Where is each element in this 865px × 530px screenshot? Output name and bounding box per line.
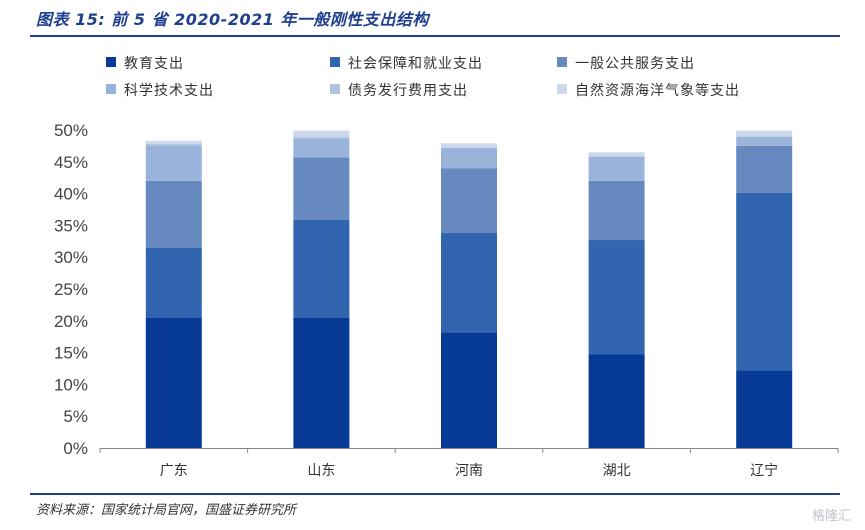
bar-segment [293,219,350,318]
y-tick-label: 40% [54,185,88,204]
bar-segment [145,247,202,318]
bar-segment [145,180,202,248]
bar-segment [293,130,350,137]
y-tick-label: 15% [54,344,88,363]
bar-segment [441,147,497,169]
x-tick-label: 山东 [307,463,335,479]
bar-segment [736,136,793,137]
bar-segment [441,147,497,148]
legend-swatch [557,57,567,67]
x-axis: 广东 山东 河南 湖北 辽宁 [99,448,839,479]
bar-segment [588,152,645,157]
legend-label: 社会保障和就业支出 [348,56,483,72]
x-tick-label: 河南 [455,463,483,479]
legend-swatch [106,84,116,94]
y-tick-label: 50% [54,121,88,140]
bar-segment [588,240,645,355]
bar-segment [736,145,793,193]
y-tick-label: 30% [54,248,88,267]
bar-segment [145,145,202,181]
y-axis: 0% 5% 10% 15% 20% 25% 30% 35% 40% 45% 50% [54,121,88,458]
bar-segment [293,136,350,139]
legend-swatch [557,84,567,94]
bar-segment [441,168,497,234]
legend-swatch [106,57,116,67]
bar-segment [736,136,793,146]
bar-segment [588,354,645,448]
bar-segment [588,156,645,181]
y-tick-label: 10% [54,375,88,394]
bar-segment [588,180,645,241]
source-note: 资料来源：国家统计局官网，国盛证券研究所 [36,503,297,518]
bar-segment [293,138,350,158]
bar-segment [736,192,793,371]
bar-segment [145,317,202,448]
bar-segment [145,140,202,144]
legend-label: 教育支出 [124,56,184,72]
bar-segment [293,157,350,220]
bar-segment [145,143,202,146]
bar-segment [293,317,350,448]
bar-segment [441,233,497,333]
bar-segment [441,143,497,148]
legend-swatch [330,84,340,94]
y-tick-label: 0% [63,439,88,458]
y-tick-label: 5% [63,407,88,426]
y-tick-label: 45% [54,153,88,172]
legend-label: 科学技术支出 [124,83,214,99]
legend-label: 债务发行费用支出 [348,83,468,99]
legend-label: 自然资源海洋气象等支出 [575,82,740,99]
x-tick-label: 湖北 [603,463,631,479]
bars [145,130,793,448]
figure-title: 图表 15: 前 5 省 2020-2021 年一般刚性支出结构 [36,10,429,29]
watermark: 格隆汇 [811,509,851,524]
bar-segment [736,370,793,448]
bar-segment [736,130,793,137]
x-tick-label: 辽宁 [750,462,778,479]
y-tick-label: 35% [54,216,88,235]
footer-divider [30,493,840,495]
y-tick-label: 20% [54,312,88,331]
legend-label: 一般公共服务支出 [575,56,695,72]
title-divider [30,35,840,37]
bar-segment [588,156,645,157]
bar-segment [441,332,497,448]
legend-swatch [330,57,340,67]
y-tick-label: 25% [54,280,88,299]
x-tick-label: 广东 [160,463,188,479]
